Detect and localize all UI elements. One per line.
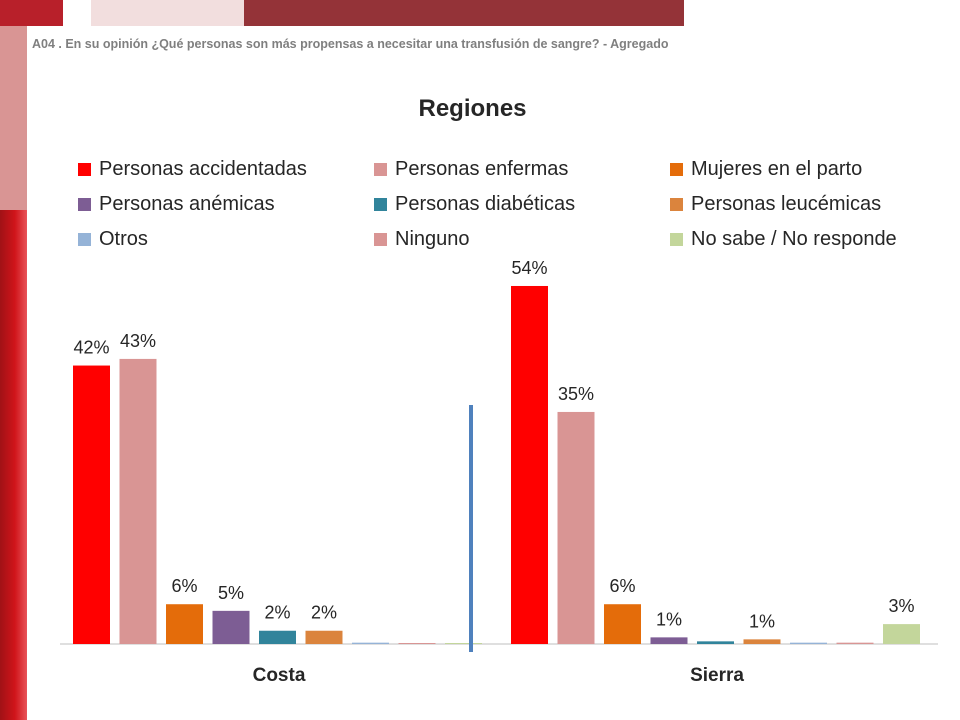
legend-label: Ninguno bbox=[395, 228, 470, 250]
legend-item: No sabe / No responde bbox=[670, 228, 897, 251]
bar bbox=[73, 365, 110, 644]
legend-swatch bbox=[670, 163, 683, 176]
bar bbox=[119, 358, 157, 644]
legend-swatch bbox=[78, 198, 91, 211]
data-label: 42% bbox=[73, 338, 109, 358]
bar bbox=[883, 624, 920, 644]
bar bbox=[697, 641, 734, 644]
bar bbox=[650, 637, 688, 644]
legend-item: Personas anémicas bbox=[78, 193, 275, 216]
legend-swatch bbox=[670, 198, 683, 211]
header-band-pink bbox=[91, 0, 244, 26]
legend-swatch bbox=[374, 163, 387, 176]
legend-label: Personas diabéticas bbox=[395, 193, 576, 215]
legend-label: Personas anémicas bbox=[99, 193, 275, 215]
header-band-red bbox=[0, 0, 63, 26]
legend-label: Personas enfermas bbox=[395, 158, 569, 180]
data-label: 35% bbox=[558, 384, 594, 404]
legend-item: Mujeres en el parto bbox=[670, 158, 862, 181]
data-label: 54% bbox=[511, 258, 547, 278]
bar bbox=[557, 411, 595, 644]
legend-swatch bbox=[78, 163, 91, 176]
side-band-red bbox=[0, 210, 27, 720]
legend-item: Ninguno bbox=[374, 228, 470, 251]
bar bbox=[305, 630, 343, 644]
legend-item: Personas diabéticas bbox=[374, 193, 575, 216]
legend-swatch bbox=[374, 198, 387, 211]
legend-label: Personas leucémicas bbox=[691, 193, 882, 215]
data-label: 2% bbox=[264, 603, 290, 623]
legend-item: Otros bbox=[78, 228, 148, 251]
category-label: Costa bbox=[253, 665, 306, 686]
legend-item: Personas enfermas bbox=[374, 158, 568, 181]
legend-swatch bbox=[670, 233, 683, 246]
data-label: 5% bbox=[218, 583, 244, 603]
legend-swatch bbox=[78, 233, 91, 246]
legend-label: Otros bbox=[99, 228, 148, 250]
bar bbox=[604, 604, 641, 644]
data-label: 3% bbox=[888, 596, 914, 616]
bar bbox=[352, 642, 389, 644]
bar bbox=[212, 610, 250, 644]
bar bbox=[790, 642, 827, 644]
bar bbox=[836, 642, 874, 644]
side-band-pink bbox=[0, 26, 27, 210]
legend-item: Personas accidentadas bbox=[78, 158, 307, 181]
legend-label: Personas accidentadas bbox=[99, 158, 307, 180]
bar bbox=[445, 643, 482, 644]
legend-label: No sabe / No responde bbox=[691, 228, 897, 250]
bar bbox=[398, 643, 436, 644]
legend-item: Personas leucémicas bbox=[670, 193, 881, 216]
category-label: Sierra bbox=[690, 665, 744, 686]
bar bbox=[259, 630, 296, 644]
data-label: 1% bbox=[656, 609, 682, 629]
chart-title: Regiones bbox=[418, 95, 527, 122]
bar bbox=[743, 639, 781, 644]
data-label: 43% bbox=[120, 331, 156, 351]
header-band-maroon bbox=[244, 0, 684, 26]
bar bbox=[166, 604, 203, 644]
legend-swatch bbox=[374, 233, 387, 246]
data-label: 6% bbox=[609, 576, 635, 596]
data-label: 2% bbox=[311, 603, 337, 623]
data-label: 6% bbox=[171, 576, 197, 596]
data-label: 1% bbox=[749, 611, 775, 631]
header-band-white bbox=[63, 0, 91, 26]
question-subtitle: A04 . En su opinión ¿Qué personas son má… bbox=[32, 37, 669, 51]
bar bbox=[511, 285, 548, 644]
legend-label: Mujeres en el parto bbox=[691, 158, 863, 180]
